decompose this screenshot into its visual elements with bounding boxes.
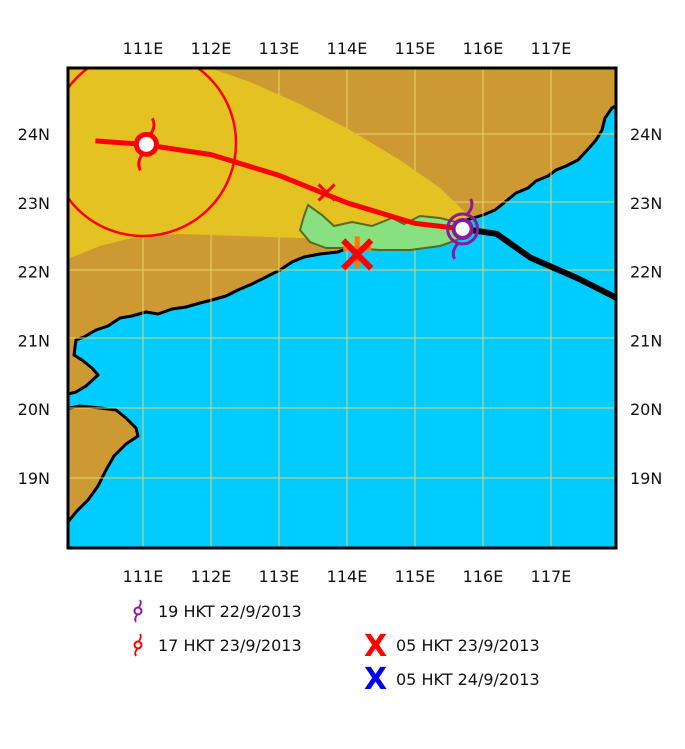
lon-label-top: 113E	[259, 39, 300, 58]
latitude-labels-right: 24N 23N 22N 21N 20N 19N	[630, 125, 662, 488]
lon-label-bottom: 117E	[531, 567, 572, 586]
lat-label-left: 20N	[18, 400, 50, 419]
legend-label-1: 19 HKT 22/9/2013	[158, 602, 302, 621]
lat-label-left: 22N	[18, 263, 50, 282]
lon-label-top: 117E	[531, 39, 572, 58]
latitude-labels-left: 24N 23N 22N 21N 20N 19N	[18, 125, 50, 488]
lon-label-bottom: 116E	[463, 567, 504, 586]
map-frame	[66, 66, 618, 550]
red-x-icon: X	[364, 629, 387, 664]
lat-label-left: 23N	[18, 194, 50, 213]
lat-label-right: 24N	[630, 125, 662, 144]
lat-label-right: 22N	[630, 263, 662, 282]
forecast-position-red-typhoon-icon	[133, 117, 159, 171]
legend-label-4: 05 HKT 24/9/2013	[396, 670, 540, 689]
lat-label-left: 19N	[18, 469, 50, 488]
red-typhoon-icon	[133, 633, 143, 657]
forecast-radius-circle	[68, 68, 238, 238]
lat-label-right: 20N	[630, 400, 662, 419]
lat-label-right: 23N	[630, 194, 662, 213]
lat-label-left: 24N	[18, 125, 50, 144]
blue-x-icon: X	[364, 662, 387, 697]
purple-typhoon-icon	[133, 599, 143, 623]
lon-label-top: 115E	[395, 39, 436, 58]
lon-label-bottom: 114E	[327, 567, 368, 586]
longitude-labels-top: 111E 112E 113E 114E 115E 116E 117E	[123, 39, 572, 58]
lon-label-bottom: 113E	[259, 567, 300, 586]
lon-label-bottom: 111E	[123, 567, 164, 586]
longitude-labels-bottom: 111E 112E 113E 114E 115E 116E 117E	[123, 567, 572, 586]
legend-label-3: 05 HKT 23/9/2013	[396, 636, 540, 655]
land-hainan	[68, 404, 140, 524]
lon-label-top: 111E	[123, 39, 164, 58]
map-area	[68, 68, 616, 548]
lon-label-bottom: 112E	[191, 567, 232, 586]
legend-label-2: 17 HKT 23/9/2013	[158, 636, 302, 655]
gridlines	[68, 68, 616, 548]
lon-label-bottom: 115E	[395, 567, 436, 586]
lon-label-top: 116E	[463, 39, 504, 58]
forecast-intermediate-mark	[317, 183, 336, 202]
lat-label-right: 21N	[630, 331, 662, 350]
current-position-purple-typhoon-icon	[446, 198, 480, 260]
landfall-x-mark	[341, 236, 374, 271]
lat-label-left: 21N	[18, 331, 50, 350]
lon-label-top: 114E	[327, 39, 368, 58]
lon-label-top: 112E	[191, 39, 232, 58]
lat-label-right: 19N	[630, 469, 662, 488]
past-track-line	[462, 225, 616, 301]
legend: 19 HKT 22/9/2013 17 HKT 23/9/2013 X 05 H…	[133, 599, 540, 697]
